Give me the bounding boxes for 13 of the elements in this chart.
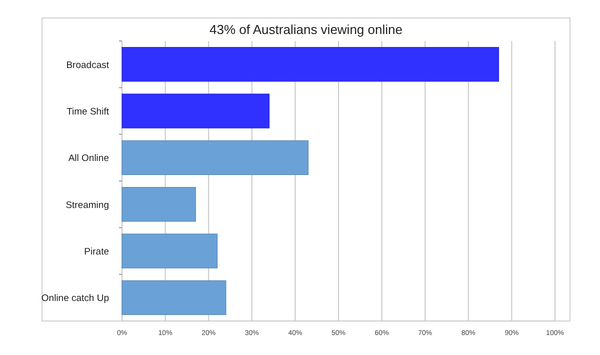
y-tick-label: Pirate xyxy=(84,246,109,258)
y-tick-label: Online catch Up xyxy=(41,293,109,304)
y-tick-label: Broadcast xyxy=(66,60,110,71)
bar xyxy=(122,94,270,128)
y-tick-label: Time Shift xyxy=(66,106,110,118)
y-tick-label: All Online xyxy=(68,153,109,164)
bar xyxy=(122,234,218,268)
bar xyxy=(122,280,226,315)
chart-title: 43% of Australians viewing online xyxy=(210,22,402,37)
y-tick-label: Streaming xyxy=(66,200,109,211)
bar xyxy=(122,187,196,222)
bar xyxy=(122,47,500,82)
bar xyxy=(122,140,308,175)
